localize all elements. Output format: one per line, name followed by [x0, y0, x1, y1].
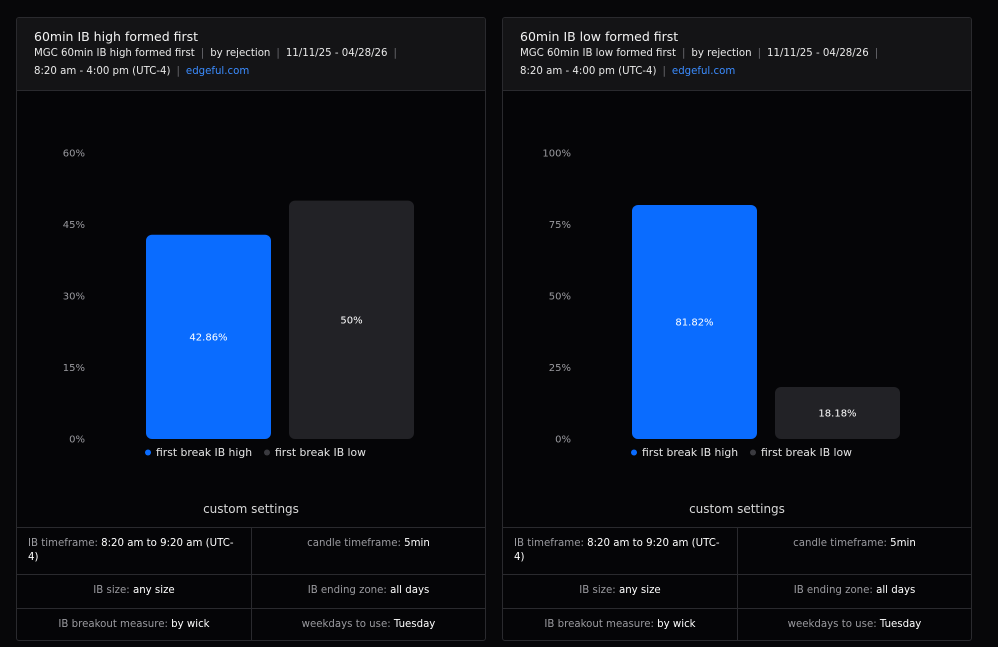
- y-tick-label: 75%: [549, 220, 571, 231]
- settings-title: custom settings: [203, 502, 299, 516]
- legend-swatch: [750, 449, 756, 456]
- meta-instrument: MGC 60min IB low formed first: [520, 48, 676, 59]
- setting-ib-size: IB size: any size: [503, 575, 738, 609]
- panel-meta: MGC 60min IB low formed first | by rejecti…: [520, 48, 879, 59]
- y-tick-label: 60%: [63, 149, 85, 160]
- y-tick-label: 15%: [63, 363, 85, 374]
- bar-ib-high[interactable]: [632, 204, 757, 439]
- bar-ib-low[interactable]: [289, 200, 414, 439]
- setting-candle-timeframe: candle timeframe: 5min: [252, 528, 485, 575]
- setting-ib-breakout-measure: IB breakout measure: by wick: [503, 609, 738, 640]
- bar-ib-low[interactable]: [775, 387, 900, 439]
- bar-value-label: 18.18%: [818, 409, 856, 420]
- setting-ib-ending-zone: IB ending zone: all days: [738, 575, 971, 609]
- setting-weekdays: weekdays to use: Tuesday: [787, 619, 922, 630]
- edgeful-link[interactable]: edgeful.com: [671, 66, 736, 77]
- bar-value-label: 50%: [340, 315, 362, 326]
- setting-ib-breakout-measure: IB breakout measure: by wick: [17, 609, 252, 640]
- y-tick-label: 100%: [542, 149, 571, 160]
- setting-ib-timeframe: IB timeframe: 8:20 am to 9:20 am (UTC-4): [17, 528, 252, 575]
- meta-instrument: MGC 60min IB high formed first: [34, 48, 195, 59]
- meta-method: by rejection: [210, 48, 271, 59]
- legend-item[interactable]: first break IB low: [761, 446, 852, 459]
- panel-meta-2: 8:20 am - 4:00 pm (UTC-4) | edgeful.com: [520, 66, 736, 77]
- y-tick-label: 45%: [63, 220, 85, 231]
- legend-item[interactable]: first break IB low: [275, 446, 366, 459]
- setting-ib-timeframe: IB timeframe: 8:20 am to 9:20 am (UTC-4): [503, 528, 738, 575]
- legend-swatch: [264, 449, 270, 456]
- panel-header: 60min IB low formed first MGC 60min IB l…: [503, 18, 971, 91]
- panel-title: 60min IB high formed first: [34, 29, 199, 44]
- bar-chart: 0% 25% 50% 75% 100% 81.82% 18.18% first break I…: [542, 149, 900, 459]
- bar-chart: 0% 15% 30% 45% 60% 42.86% 50% first break IB hi…: [63, 149, 414, 459]
- y-tick-label: 30%: [63, 292, 85, 303]
- chart-panel-ib-low: 60min IB low formed first MGC 60min IB l…: [502, 17, 972, 641]
- panel-title: 60min IB low formed first: [520, 29, 679, 44]
- meta-session: 8:20 am - 4:00 pm (UTC-4): [520, 66, 657, 77]
- bar-value-label: 81.82%: [675, 317, 713, 328]
- edgeful-link[interactable]: edgeful.com: [185, 66, 250, 77]
- panel-meta-2: 8:20 am - 4:00 pm (UTC-4) | edgeful.com: [34, 66, 250, 77]
- y-tick-label: 25%: [549, 363, 571, 374]
- legend-swatch: [631, 449, 637, 456]
- chart-panel-ib-high: 60min IB high formed first MGC 60min IB …: [16, 17, 486, 641]
- setting-candle-timeframe: candle timeframe: 5min: [738, 528, 971, 575]
- meta-date-range: 11/11/25 - 04/28/26: [767, 48, 869, 59]
- setting-ib-size: IB size: any size: [17, 575, 252, 609]
- y-tick-label: 0%: [69, 435, 85, 446]
- legend-item[interactable]: first break IB high: [642, 446, 738, 459]
- settings-grid: IB timeframe: 8:20 am to 9:20 am (UTC-4)…: [17, 527, 485, 640]
- meta-method: by rejection: [691, 48, 752, 59]
- setting-weekdays: weekdays to use: Tuesday: [301, 619, 436, 630]
- bar-value-label: 42.86%: [189, 332, 227, 343]
- settings-grid: IB timeframe: 8:20 am to 9:20 am (UTC-4)…: [503, 527, 971, 640]
- y-tick-label: 0%: [555, 435, 571, 446]
- legend-item[interactable]: first break IB high: [156, 446, 252, 459]
- setting-ib-ending-zone: IB ending zone: all days: [252, 575, 485, 609]
- meta-session: 8:20 am - 4:00 pm (UTC-4): [34, 66, 171, 77]
- y-tick-label: 50%: [549, 292, 571, 303]
- panel-meta: MGC 60min IB high formed first | by reject…: [34, 48, 397, 59]
- panel-header: 60min IB high formed first MGC 60min IB …: [17, 18, 485, 91]
- settings-title: custom settings: [689, 502, 785, 516]
- meta-date-range: 11/11/25 - 04/28/26: [285, 48, 388, 59]
- legend-swatch: [145, 449, 151, 456]
- bar-ib-high[interactable]: [146, 234, 271, 439]
